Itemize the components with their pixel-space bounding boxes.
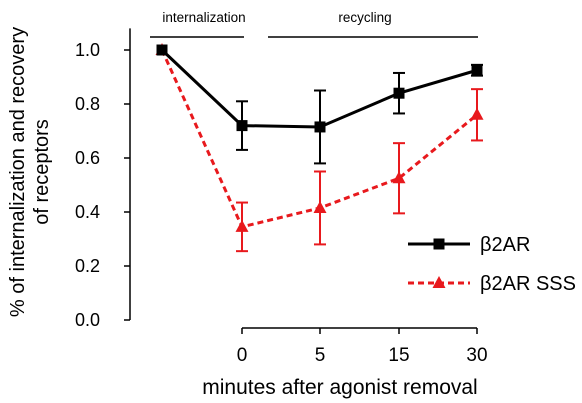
series-b2ar-sss	[155, 43, 484, 253]
annotation-layer: internalization recycling	[150, 10, 478, 38]
data-point	[236, 120, 248, 132]
y-tick-label: 1.0	[75, 40, 100, 60]
data-point	[313, 200, 327, 213]
x-axis: 0 5 15 30	[237, 327, 488, 366]
y-axis-label-line1: % of internalization and recovery	[7, 27, 29, 317]
legend-label: β2AR SSS	[480, 273, 576, 295]
y-tick-label: 0.2	[75, 256, 100, 276]
y-tick-label: 0.0	[75, 310, 100, 330]
x-tick-label: 5	[315, 345, 326, 366]
y-tick-label: 0.8	[75, 94, 100, 114]
legend-label: β2AR	[480, 234, 530, 256]
series-b2ar	[156, 44, 483, 165]
data-point	[314, 121, 326, 133]
y-axis: 0.0 0.2 0.4 0.6 0.8 1.0	[75, 28, 131, 330]
x-axis-label: minutes after agonist removal	[202, 376, 477, 399]
legend-entry: β2AR SSS	[408, 273, 576, 295]
annotation-label: internalization	[162, 10, 245, 25]
series-layer	[155, 43, 484, 253]
annotation-label: recycling	[338, 10, 391, 25]
y-tick-label: 0.6	[75, 148, 100, 168]
legend-marker	[433, 238, 445, 250]
x-tick-label: 15	[388, 345, 409, 366]
legend-marker	[432, 276, 446, 288]
y-tick-label: 0.4	[75, 202, 100, 222]
data-point	[470, 107, 484, 120]
x-tick-label: 0	[237, 345, 248, 366]
legend-entry: β2AR	[408, 234, 530, 256]
legend: β2AR β2AR SSS	[408, 234, 576, 295]
y-axis-label-line2: of receptors	[31, 119, 53, 225]
data-point	[471, 64, 483, 76]
data-point	[235, 219, 249, 232]
data-point	[392, 171, 406, 184]
data-point	[393, 87, 405, 99]
data-point	[156, 44, 168, 56]
x-tick-label: 30	[466, 345, 487, 366]
